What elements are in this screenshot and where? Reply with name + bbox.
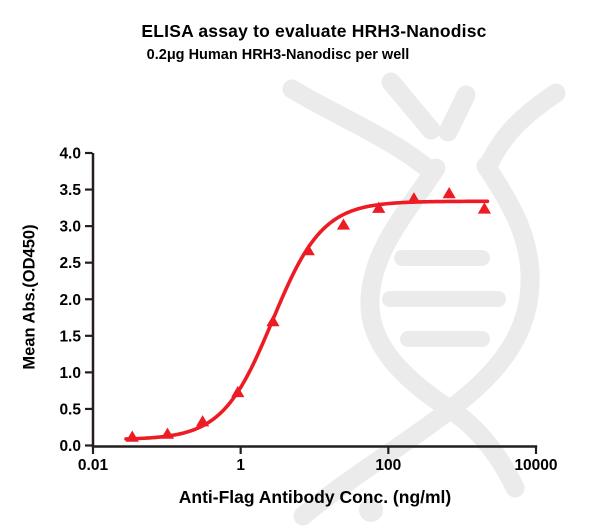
y-axis-title: Mean Abs.(OD450) — [20, 224, 39, 370]
helix-strand-right-icon — [293, 156, 540, 526]
helix-arm-inner-left-icon — [381, 72, 441, 140]
helix-tail-dot-icon — [359, 498, 383, 522]
chart-title: ELISA assay to evaluate HRH3-Nanodisc — [141, 21, 487, 41]
x-axis-title: Anti-Flag Antibody Conc. (ng/ml) — [178, 487, 452, 507]
helix-arm-right-icon — [477, 83, 566, 178]
chart-subtitle: 0.2μg Human HRH3-Nanodisc per well — [146, 47, 410, 63]
helix-arm-inner-right-icon — [438, 85, 476, 142]
helix-arm-left-icon — [282, 79, 442, 182]
dna-helix-strokes — [282, 72, 566, 526]
